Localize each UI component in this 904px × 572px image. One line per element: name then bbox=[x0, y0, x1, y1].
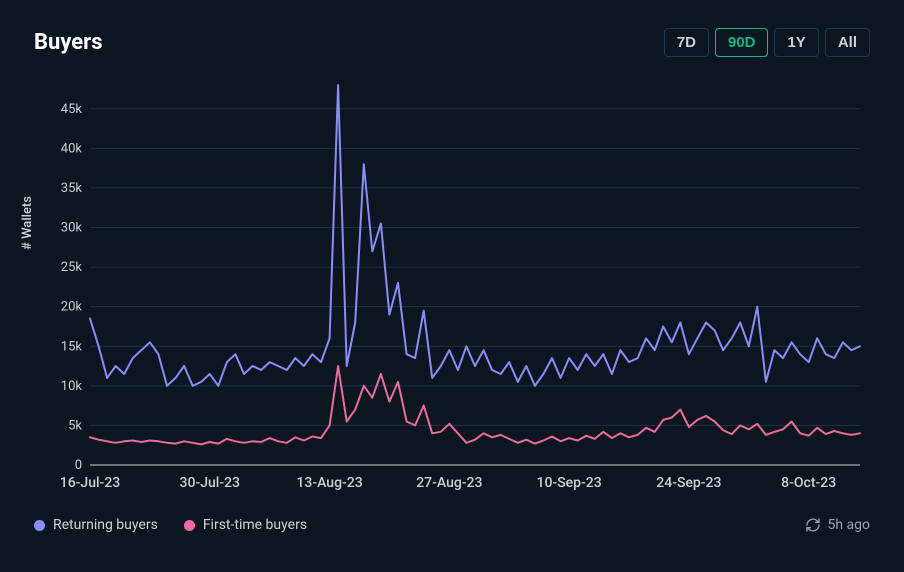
svg-text:15k: 15k bbox=[61, 339, 83, 354]
range-1y-button[interactable]: 1Y bbox=[774, 28, 818, 57]
range-all-button[interactable]: All bbox=[825, 28, 870, 57]
chart-area: # Wallets 05k10k15k20k25k30k35k40k45k16-… bbox=[34, 75, 870, 505]
range-90d-button[interactable]: 90D bbox=[715, 28, 769, 57]
legend-label: First-time buyers bbox=[203, 517, 307, 533]
legend-dot bbox=[34, 520, 45, 531]
legend-item: Returning buyers bbox=[34, 517, 158, 533]
updated-timestamp: 5h ago bbox=[805, 517, 870, 533]
svg-text:5k: 5k bbox=[68, 418, 82, 433]
svg-text:45k: 45k bbox=[61, 102, 83, 117]
legend-label: Returning buyers bbox=[53, 517, 158, 533]
svg-text:10-Sep-23: 10-Sep-23 bbox=[537, 475, 602, 491]
legend-item: First-time buyers bbox=[184, 517, 307, 533]
svg-text:13-Aug-23: 13-Aug-23 bbox=[296, 475, 362, 491]
time-range-group: 7D90D1YAll bbox=[664, 28, 870, 57]
svg-text:8-Oct-23: 8-Oct-23 bbox=[781, 475, 836, 491]
legend-dot bbox=[184, 520, 195, 531]
svg-text:20k: 20k bbox=[61, 300, 83, 315]
svg-text:30k: 30k bbox=[61, 221, 83, 236]
svg-text:27-Aug-23: 27-Aug-23 bbox=[416, 475, 482, 491]
chart-legend: Returning buyers First-time buyers bbox=[34, 517, 307, 533]
svg-text:24-Sep-23: 24-Sep-23 bbox=[656, 475, 721, 491]
svg-text:0: 0 bbox=[75, 458, 82, 473]
timestamp-text: 5h ago bbox=[827, 517, 870, 533]
svg-text:25k: 25k bbox=[61, 260, 83, 275]
card-header: Buyers 7D90D1YAll bbox=[34, 28, 870, 57]
card-footer: Returning buyers First-time buyers 5h ago bbox=[34, 517, 870, 533]
card-title: Buyers bbox=[34, 30, 103, 55]
buyers-line-chart: 0 5k 10k 15k 20k 25k 30k 35k 40k 45k 16-Jul-23 30-J… bbox=[34, 75, 870, 505]
svg-text:10k: 10k bbox=[61, 379, 83, 394]
y-axis-label: # Wallets bbox=[20, 196, 35, 250]
svg-text:35k: 35k bbox=[61, 181, 83, 196]
svg-text:40k: 40k bbox=[61, 141, 83, 156]
buyers-chart-card: Buyers 7D90D1YAll # Wallets 0 5k 10k 15k 20k… bbox=[0, 0, 904, 572]
svg-text:30-Jul-23: 30-Jul-23 bbox=[180, 475, 241, 491]
refresh-icon bbox=[805, 517, 821, 533]
svg-text:16-Jul-23: 16-Jul-23 bbox=[60, 475, 121, 491]
range-7d-button[interactable]: 7D bbox=[664, 28, 709, 57]
